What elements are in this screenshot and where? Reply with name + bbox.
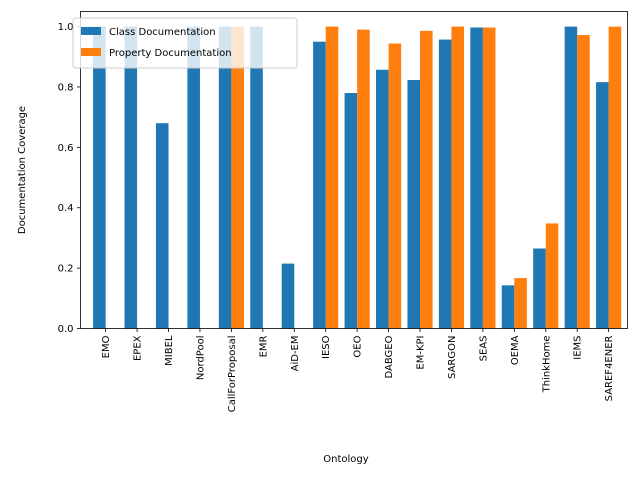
legend-label-property: Property Documentation [109,48,232,59]
x-tick-label: EPEX [133,335,144,361]
bar-class-callforproposal [218,26,232,329]
plot-frame [80,11,628,329]
x-tick-label: ThinkHome [541,336,552,394]
bar-property-thinkhome [545,223,559,329]
y-tick-label: 0.0 [58,324,74,335]
bar-class-em-kpi [407,80,421,329]
x-tick-label: IESO [321,335,332,359]
bar-property-saref4ener [608,26,622,329]
y-tick-label: 0.8 [58,82,74,93]
bar-class-oema [501,285,515,329]
bar-property-ieso [325,26,339,329]
x-tick-label: AiD-EM [290,336,301,372]
bar-class-emo [93,26,106,329]
bar-class-nordpool [187,26,200,329]
bar-class-epex [124,26,138,329]
x-tick-label: EMR [258,335,269,357]
x-tick-label: EM-KPI [416,336,427,370]
y-axis-label: Documentation Coverage [17,106,28,234]
bar-class-ieso [313,41,326,329]
bar-property-dabgeo [388,43,402,329]
bar-property-sargon [451,26,465,329]
bar-class-sargon [438,39,452,329]
bar-class-dabgeo [376,69,389,329]
bar-property-oema [514,278,527,329]
bar-property-oeo [357,29,370,329]
x-tick-label: SARGON [447,336,458,379]
y-tick-label: 1.0 [58,22,74,33]
x-tick-label: IEMS [573,336,584,360]
bars-group [93,26,622,329]
legend-swatch-class [81,27,101,35]
bar-class-saref4ener [596,82,609,329]
y-tick-label: 0.6 [58,143,74,154]
y-tick-label: 0.2 [58,264,74,275]
legend-box [72,17,298,69]
x-tick-label: DABGEO [384,335,395,378]
legend: Class Documentation Property Documentati… [72,17,298,69]
bar-class-emr [250,26,263,329]
x-axis-label: Ontology [323,454,368,465]
bar-class-mibel [155,123,169,329]
y-axis: 0.0 0.2 0.4 0.6 0.8 1.0 [58,22,81,335]
bar-property-em-kpi [420,30,433,329]
x-axis: EMO EPEX MIBEL NordPool CallForProposal EMR Ai… [101,328,615,413]
bar-property-callforproposal [231,26,244,329]
bar-class-oeo [344,93,358,329]
bar-property-seas [482,27,496,329]
bar-class-thinkhome [533,248,546,329]
bar-property-iems [577,35,590,329]
bar-class-seas [470,27,483,329]
x-tick-label: NordPool [195,336,206,381]
x-tick-label: CallForProposal [227,336,238,413]
x-tick-label: OEMA [510,335,521,365]
x-tick-label: OEO [353,335,364,357]
x-tick-label: EMO [101,335,112,358]
x-tick-label: SAREF4ENER [604,335,615,401]
bar-class-iems [564,26,578,329]
x-tick-label: MIBEL [164,335,175,366]
legend-label-class: Class Documentation [109,27,216,38]
legend-swatch-property [81,48,101,56]
bar-class-aid-em [281,263,295,329]
y-tick-label: 0.4 [58,203,74,214]
x-tick-label: SEAS [478,336,489,362]
